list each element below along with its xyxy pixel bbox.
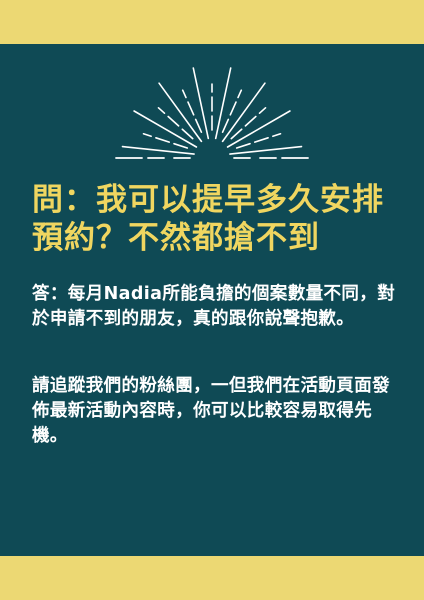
sunburst-ray bbox=[157, 106, 194, 140]
sunburst-ray bbox=[230, 106, 267, 140]
sunburst-icon bbox=[115, 67, 309, 159]
sunburst-ray bbox=[133, 110, 198, 148]
answer-paragraph-2: 請追蹤我們的粉絲團，一但我們在活動頁面發佈最新活動內容時，你可以比較容易取得先機… bbox=[32, 376, 390, 446]
sunburst-ray bbox=[192, 67, 210, 140]
sunburst-ray bbox=[214, 67, 232, 140]
answer-paragraph-1: 答：每月Nadia所能負擔的個案數量不同，對於申請不到的朋友，真的跟你說聲抱歉。 bbox=[32, 284, 396, 329]
sunburst-ray bbox=[181, 89, 203, 133]
sunburst-ray bbox=[229, 145, 303, 155]
sunburst-ray bbox=[142, 133, 189, 149]
bottom-band bbox=[0, 556, 424, 600]
question-heading: 問：我可以提早多久安排預約？不然都搶不到 bbox=[32, 182, 384, 256]
sunburst-ray bbox=[221, 82, 266, 143]
sunburst-ray bbox=[121, 145, 195, 155]
sunburst-ray bbox=[226, 110, 291, 148]
sunburst-ray bbox=[235, 133, 282, 149]
top-band bbox=[0, 0, 424, 44]
sunburst-ray bbox=[221, 89, 243, 133]
sunburst-ray bbox=[158, 82, 203, 143]
